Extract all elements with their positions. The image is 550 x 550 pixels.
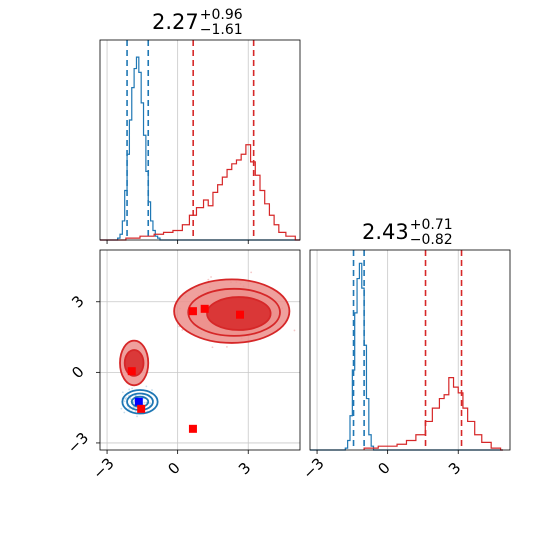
sample-point	[149, 402, 151, 404]
contour-series-1-level-1	[121, 389, 159, 415]
panel-top-marginal	[99, 39, 301, 244]
marker-series-2-3	[236, 310, 244, 319]
sample-point	[207, 278, 210, 281]
sample-point	[124, 397, 127, 400]
panel-title-param2-value: 2.43	[362, 220, 409, 244]
marker-series-2-4	[127, 367, 136, 376]
right-xtick-label-2: 3	[445, 459, 464, 478]
sample-point	[226, 345, 228, 348]
panel-title-param2: 2.43 +0.71 −0.82	[362, 218, 453, 248]
sample-point	[181, 329, 184, 331]
right-frame	[309, 249, 511, 451]
sample-point	[121, 391, 124, 394]
sample-point	[136, 415, 138, 418]
marker-series-2-5	[137, 404, 146, 413]
joint-ytick-label-1: 0	[68, 363, 87, 382]
top-hist-series-2	[100, 144, 300, 241]
marker-series-2-1	[188, 307, 197, 316]
sample-point	[128, 408, 131, 410]
sample-point	[145, 401, 148, 404]
marker-series-1-1	[134, 397, 143, 406]
sample-point	[120, 407, 123, 410]
sample-point	[131, 387, 134, 390]
sample-point	[123, 411, 126, 414]
joint-ytick-label-0: −3	[64, 429, 92, 457]
sample-point	[211, 346, 214, 349]
right-hist-series-1	[310, 262, 503, 451]
joint-ytick-label-2: 3	[68, 292, 87, 311]
panel-title-param1-value: 2.27	[152, 10, 199, 34]
sample-point	[128, 388, 131, 391]
sample-point	[134, 394, 137, 397]
panel-2d-joint: −3 0 3 −3 0 3	[64, 249, 301, 483]
sample-point	[293, 329, 296, 332]
sample-point	[134, 410, 137, 413]
marker-series-2-6	[188, 424, 197, 433]
sample-point	[145, 385, 148, 388]
panel-title-param2-lower: −0.82	[409, 232, 453, 248]
right-xtick-label-1: 0	[374, 459, 393, 478]
sample-point	[143, 401, 146, 404]
marker-series-2-2	[200, 304, 209, 313]
joint-xtick-label-0: −3	[89, 454, 117, 482]
sample-point	[210, 276, 212, 278]
panel-title-param1: 2.27 +0.96 −1.61	[152, 8, 243, 38]
top-frame	[99, 39, 301, 241]
sample-point	[125, 396, 128, 399]
right-hist-series-2	[363, 377, 503, 451]
sample-point	[151, 389, 153, 391]
sample-point	[250, 271, 253, 274]
panel-title-param1-upper: +0.96	[199, 7, 243, 23]
panel-title-param2-upper: +0.71	[409, 217, 453, 233]
joint-xtick-label-1: 0	[164, 459, 183, 478]
right-xtick-label-0: −3	[299, 454, 327, 482]
sample-point	[132, 406, 135, 408]
panel-right-marginal: −3 0 3	[299, 249, 511, 483]
top-hist-series-1	[100, 56, 300, 241]
joint-frame	[99, 249, 301, 451]
sample-point	[123, 400, 126, 403]
panel-title-param1-lower: −1.61	[199, 22, 243, 38]
joint-xtick-label-2: 3	[235, 459, 254, 478]
